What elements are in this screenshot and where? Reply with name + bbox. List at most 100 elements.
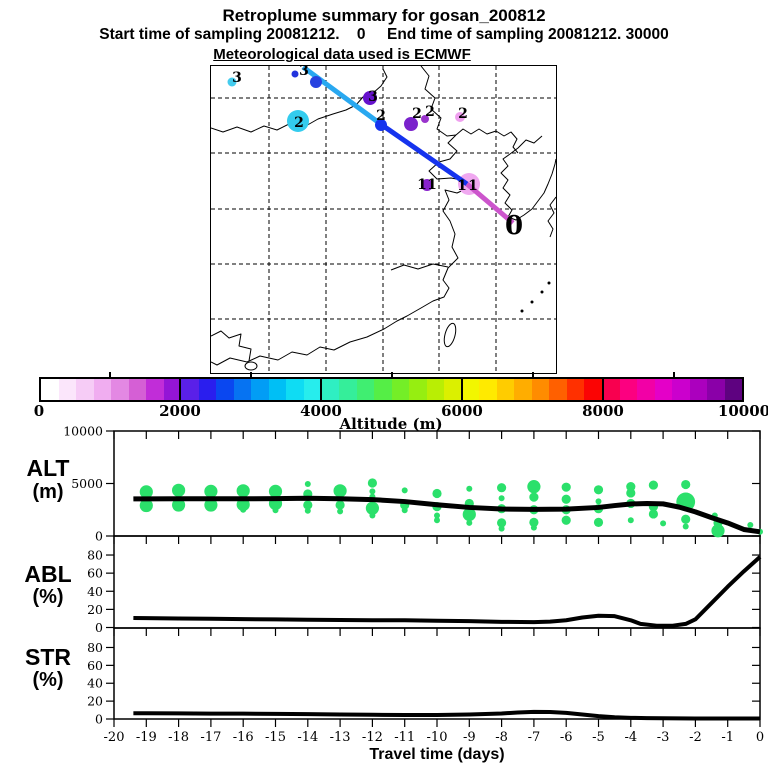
alt-cluster-dot — [529, 517, 539, 527]
colorbar-cell — [514, 379, 532, 400]
alt-cluster-dot — [660, 520, 667, 527]
colorbar-cell — [128, 379, 147, 400]
x-tick-label: -3 — [657, 730, 670, 745]
colorbar-cell — [566, 379, 585, 400]
alt-cluster-dot — [434, 512, 440, 519]
colorbar-cell — [286, 379, 304, 400]
alt-cluster-dot — [648, 509, 659, 519]
x-tick-label: -13 — [330, 730, 351, 745]
x-tick-label: -2 — [689, 730, 702, 745]
x-tick-label: -9 — [463, 730, 476, 745]
str-fraction-line — [133, 709, 760, 721]
colorbar-cell — [549, 379, 567, 400]
alt-cluster-dot — [498, 525, 505, 532]
alt-cluster-dot — [497, 518, 507, 528]
x-tick-label: -8 — [495, 730, 508, 745]
colorbar-cell — [216, 379, 234, 400]
y-tick-label: 80 — [87, 548, 103, 563]
colorbar-cell — [479, 379, 497, 400]
colorbar-cell — [602, 379, 620, 400]
x-tick-label: -18 — [168, 730, 189, 745]
colorbar-cell — [724, 379, 743, 400]
colorbar-cell — [426, 379, 445, 400]
x-tick-label: -7 — [528, 730, 541, 745]
alt-cluster-dot — [681, 479, 691, 490]
colorbar-tick-label: 6000 — [441, 402, 483, 420]
colorbar-cell — [268, 379, 287, 400]
cluster-day-label: 1 — [457, 178, 467, 194]
coastline — [390, 263, 449, 271]
alt-cluster-dot — [747, 521, 754, 528]
alt-cluster-dot — [401, 487, 408, 494]
x-tick-label: -19 — [136, 730, 157, 745]
alt-cluster-dot — [236, 484, 250, 498]
y-tick-label: 10000 — [63, 424, 103, 439]
cluster-day-label: 3 — [299, 66, 309, 79]
x-tick-label: -10 — [427, 730, 448, 745]
small-island — [547, 281, 551, 285]
colorbar-cell — [672, 379, 690, 400]
colorbar-cell — [321, 379, 340, 400]
colorbar-cell — [181, 379, 199, 400]
x-tick-label: -12 — [362, 730, 383, 745]
alt-cluster-dot — [626, 482, 636, 492]
cluster-day-label: 2 — [425, 104, 435, 120]
y-tick-label: 40 — [87, 676, 103, 691]
colorbar-divider — [602, 377, 604, 402]
colorbar-cell — [146, 379, 164, 400]
colorbar-tick-label: 2000 — [159, 402, 201, 420]
alt-cluster-dot — [466, 485, 473, 492]
page-title: Retroplume summary for gosan_200812 — [222, 6, 546, 25]
colorbar-cell — [111, 379, 129, 400]
colorbar-cell — [163, 379, 182, 400]
alt-cluster-dot — [593, 517, 604, 527]
cluster-day-label: 3 — [232, 70, 242, 86]
alt-cluster-dot — [593, 485, 604, 495]
colorbar-cell — [356, 379, 375, 400]
cluster-dot — [421, 179, 433, 191]
alt-cluster-dot — [466, 519, 473, 526]
y-tick-label: 0 — [95, 712, 103, 727]
alt-cluster-dot — [335, 500, 345, 510]
cluster-day-label: 2 — [412, 106, 422, 122]
alt-cluster-dot — [139, 498, 153, 513]
alt-cluster-dot — [682, 523, 689, 530]
colorbar-minor-tick — [249, 372, 252, 377]
alt-cluster-dot — [172, 498, 186, 512]
alt-cluster-dot — [529, 492, 539, 502]
cluster-day-label: 1 — [427, 177, 437, 193]
colorbar-cell — [374, 379, 392, 400]
x-tick-label: -16 — [233, 730, 254, 745]
colorbar-cell — [339, 379, 357, 400]
abl-panel-frame — [113, 535, 761, 629]
abl-panel-unit: (%) — [32, 586, 64, 608]
receptor-day-label: 0 — [505, 211, 523, 241]
y-tick-label: 40 — [87, 584, 103, 599]
colorbar-cell — [391, 379, 410, 400]
alt-cluster-dot — [561, 494, 571, 504]
y-tick-label: 60 — [87, 658, 103, 673]
altitude-colorbar — [39, 377, 744, 402]
coastline — [455, 128, 519, 154]
x-axis-title: Travel time (days) — [369, 746, 504, 763]
x-tick-label: -5 — [592, 730, 605, 745]
alt-cluster-dot — [272, 507, 279, 514]
cluster-dot — [375, 119, 387, 131]
small-island — [530, 300, 534, 304]
alt-cluster-dot — [462, 507, 476, 522]
colorbar-cell — [76, 379, 94, 400]
y-tick-label: 20 — [87, 694, 103, 709]
cluster-dot-large — [287, 110, 309, 132]
x-tick-label: -15 — [265, 730, 286, 745]
alt-cluster-dot — [139, 485, 153, 499]
colorbar-cell — [93, 379, 112, 400]
coastline — [420, 66, 457, 137]
colorbar-cell — [251, 379, 269, 400]
y-tick-label: 0 — [95, 529, 103, 544]
str-panel-label: STR — [25, 644, 71, 670]
alt-cluster-dot — [304, 481, 311, 488]
alt-cluster-dot — [561, 482, 571, 492]
colorbar-cell — [198, 379, 217, 400]
